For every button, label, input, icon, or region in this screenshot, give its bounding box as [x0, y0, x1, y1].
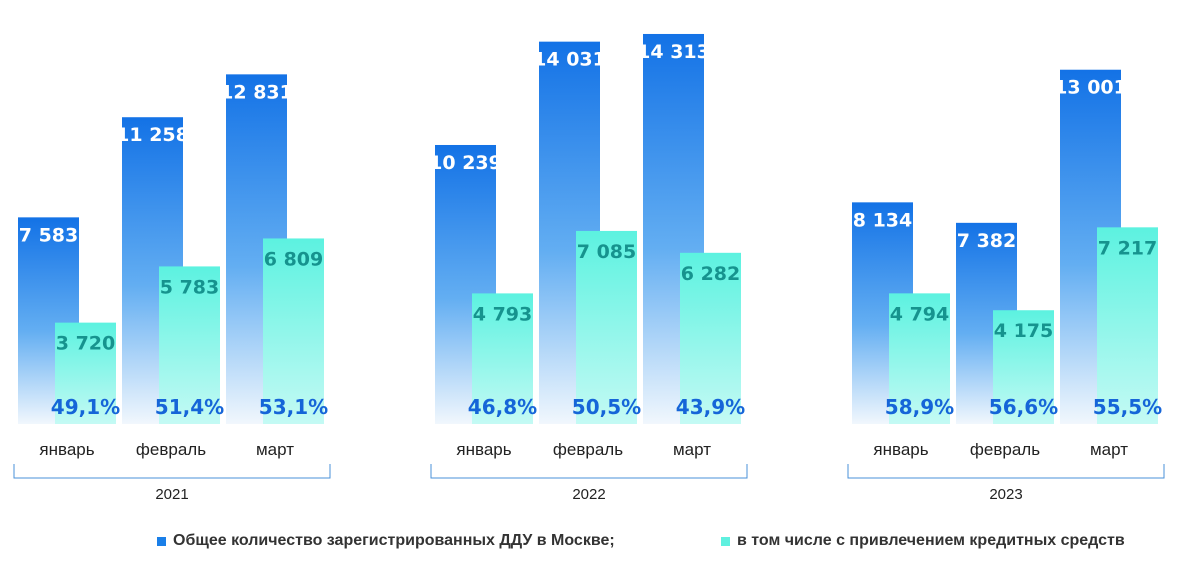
- year-bracket: [13, 464, 331, 479]
- bar-total-label: 14 031: [533, 49, 606, 71]
- bar-credit: [472, 293, 533, 424]
- bar-total-label: 12 831: [220, 81, 293, 103]
- share-label: 51,4%: [155, 395, 224, 419]
- share-label: 46,8%: [468, 395, 537, 419]
- bar-credit-label: 7 217: [1098, 237, 1158, 259]
- bar-credit: [576, 230, 637, 424]
- month-label: март: [673, 440, 711, 459]
- legend-label-credit: в том числе с привлечением кредитных сре…: [737, 532, 1125, 549]
- legend: Общее количество зарегистрированных ДДУ …: [0, 532, 1186, 558]
- month-label: февраль: [553, 440, 623, 459]
- year-bracket: [847, 464, 1165, 479]
- bar-credit: [680, 252, 741, 424]
- bar-credit: [889, 293, 950, 424]
- ddu-bar-chart: 7 583 3 720 49,1% январь 11 258 5 783 51,4% фев…: [13, 33, 1165, 503]
- month-label: январь: [39, 440, 94, 459]
- bar-credit-label: 4 793: [473, 303, 533, 325]
- bar-credit-label: 7 085: [577, 241, 637, 263]
- month-label: март: [1090, 440, 1128, 459]
- year-bracket: [430, 464, 748, 479]
- bar-credit: [263, 238, 324, 424]
- bar-total-label: 8 134: [853, 209, 913, 231]
- bar-total-label: 7 583: [19, 224, 79, 246]
- bar-credit-label: 4 794: [890, 303, 950, 325]
- month-label: февраль: [970, 440, 1040, 459]
- share-label: 56,6%: [989, 395, 1058, 419]
- year-label: 2021: [155, 486, 188, 503]
- bar-credit: [1097, 227, 1158, 424]
- bar-total-label: 7 382: [957, 230, 1017, 252]
- bar-credit-label: 6 282: [681, 263, 741, 285]
- share-label: 58,9%: [885, 395, 954, 419]
- bar-credit-label: 4 175: [994, 320, 1054, 342]
- month-label: январь: [873, 440, 928, 459]
- year-label: 2022: [572, 486, 605, 503]
- month-label: март: [256, 440, 294, 459]
- share-label: 49,1%: [51, 395, 120, 419]
- share-label: 43,9%: [676, 395, 745, 419]
- bar-total-label: 13 001: [1054, 77, 1127, 99]
- bar-total-label: 14 313: [637, 41, 710, 63]
- month-label: февраль: [136, 440, 206, 459]
- legend-item-credit: в том числе с привлечением кредитных сре…: [721, 532, 1125, 550]
- bar-total-label: 10 239: [429, 152, 502, 174]
- share-label: 53,1%: [259, 395, 328, 419]
- legend-item-total: Общее количество зарегистрированных ДДУ …: [157, 532, 615, 550]
- bar-credit-label: 6 809: [264, 248, 324, 270]
- month-label: январь: [456, 440, 511, 459]
- bar-total-label: 11 258: [116, 124, 189, 146]
- bar-credit-label: 3 720: [56, 333, 116, 355]
- share-label: 50,5%: [572, 395, 641, 419]
- legend-swatch-total: [157, 536, 166, 546]
- legend-swatch-credit: [721, 536, 730, 546]
- bar-credit: [993, 310, 1054, 424]
- bar-credit-label: 5 783: [160, 276, 220, 298]
- bar-credit: [55, 322, 116, 424]
- share-label: 55,5%: [1093, 395, 1162, 419]
- year-label: 2023: [989, 486, 1022, 503]
- bar-credit: [159, 266, 220, 424]
- legend-label-total: Общее количество зарегистрированных ДДУ …: [173, 532, 615, 549]
